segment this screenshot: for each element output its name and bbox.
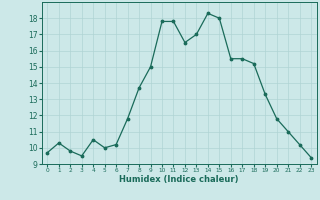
X-axis label: Humidex (Indice chaleur): Humidex (Indice chaleur) [119, 175, 239, 184]
